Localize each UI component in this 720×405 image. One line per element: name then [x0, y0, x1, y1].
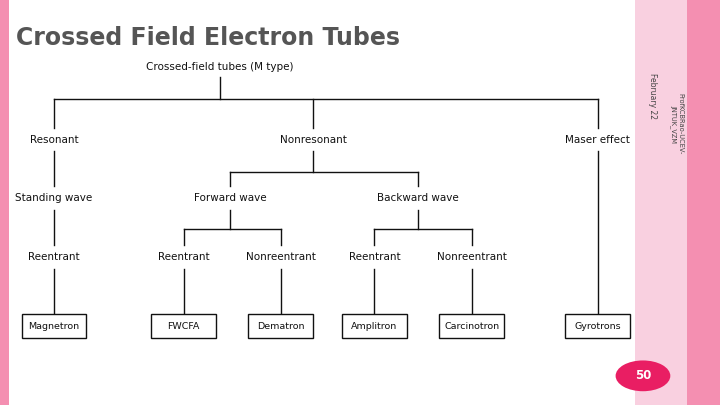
- Text: Maser effect: Maser effect: [565, 135, 630, 145]
- Text: Carcinotron: Carcinotron: [444, 322, 499, 330]
- Text: Reentrant: Reentrant: [28, 252, 80, 262]
- Bar: [439, 314, 504, 338]
- Text: Reentrant: Reentrant: [158, 252, 210, 262]
- Bar: [248, 314, 313, 338]
- Text: Forward wave: Forward wave: [194, 194, 266, 203]
- Text: Gyrotrons: Gyrotrons: [575, 322, 621, 330]
- Bar: [22, 314, 86, 338]
- Text: Nonreentrant: Nonreentrant: [246, 252, 316, 262]
- Bar: [635, 0, 687, 405]
- Text: February 22: February 22: [648, 73, 657, 119]
- Bar: [342, 314, 407, 338]
- Text: Crossed-field tubes (M type): Crossed-field tubes (M type): [146, 62, 293, 72]
- Text: Dematron: Dematron: [257, 322, 305, 330]
- Bar: [151, 314, 216, 338]
- Bar: [687, 0, 720, 405]
- Bar: [565, 314, 630, 338]
- Text: Amplitron: Amplitron: [351, 322, 397, 330]
- Text: Backward wave: Backward wave: [377, 194, 459, 203]
- Text: Crossed Field Electron Tubes: Crossed Field Electron Tubes: [16, 26, 400, 50]
- Text: FWCFA: FWCFA: [168, 322, 199, 330]
- Text: Nonresonant: Nonresonant: [280, 135, 346, 145]
- Text: Standing wave: Standing wave: [15, 194, 93, 203]
- Text: Resonant: Resonant: [30, 135, 78, 145]
- Text: Reentrant: Reentrant: [348, 252, 400, 262]
- Bar: [0, 0, 9, 405]
- Text: Magnetron: Magnetron: [28, 322, 80, 330]
- Text: Nonreentrant: Nonreentrant: [436, 252, 507, 262]
- Text: 50: 50: [635, 369, 651, 382]
- Circle shape: [616, 360, 670, 391]
- Text: ProfKCBRao-UCEV-
JNTUK_VZM: ProfKCBRao-UCEV- JNTUK_VZM: [670, 93, 684, 155]
